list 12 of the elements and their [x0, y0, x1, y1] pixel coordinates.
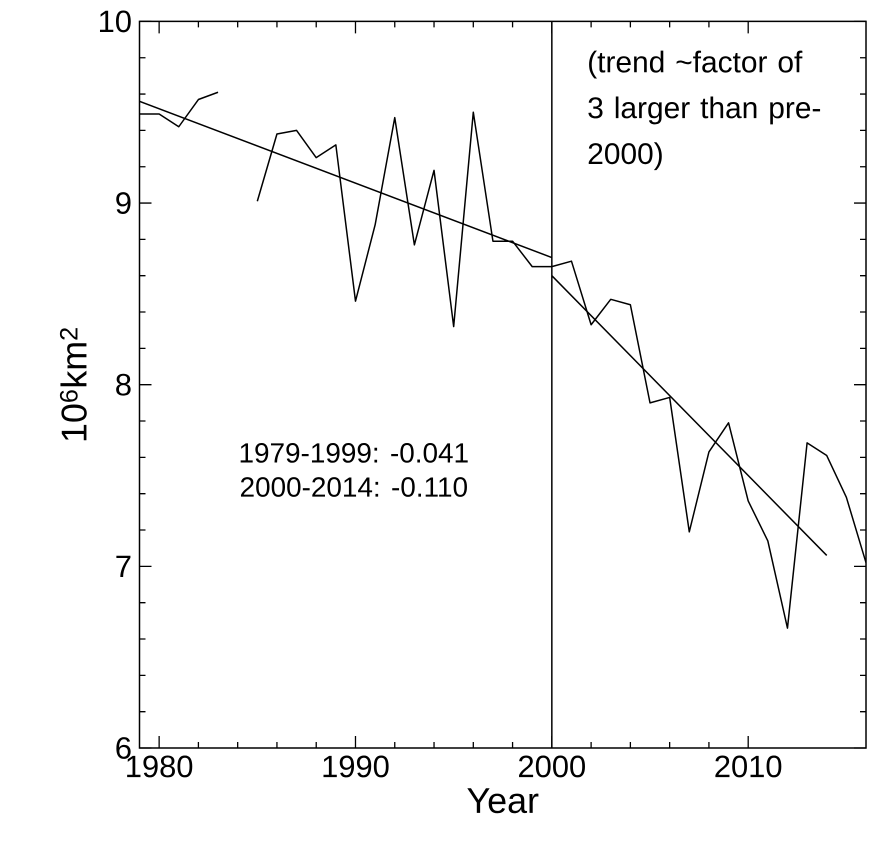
y-tick-label: 7 [116, 556, 130, 577]
y-tick-label: 10 [100, 10, 131, 32]
annotation: 2000-2014: -0.110 [240, 477, 467, 497]
annotation: (trend ~factor of 3 larger than pre-2000) [588, 50, 820, 170]
x-tick-label: 2010 [715, 756, 782, 778]
x-axis-title: Year [467, 788, 538, 814]
y-tick-label: 9 [116, 192, 131, 214]
y-tick-label: 8 [116, 374, 131, 396]
y-axis-title: 10$^{6}$km$^{2}$ [60, 328, 87, 440]
x-tick-label: 1990 [323, 756, 389, 778]
x-tick-label: 2000 [519, 756, 585, 778]
annotation: 1979-1999: -0.041 [240, 443, 468, 463]
